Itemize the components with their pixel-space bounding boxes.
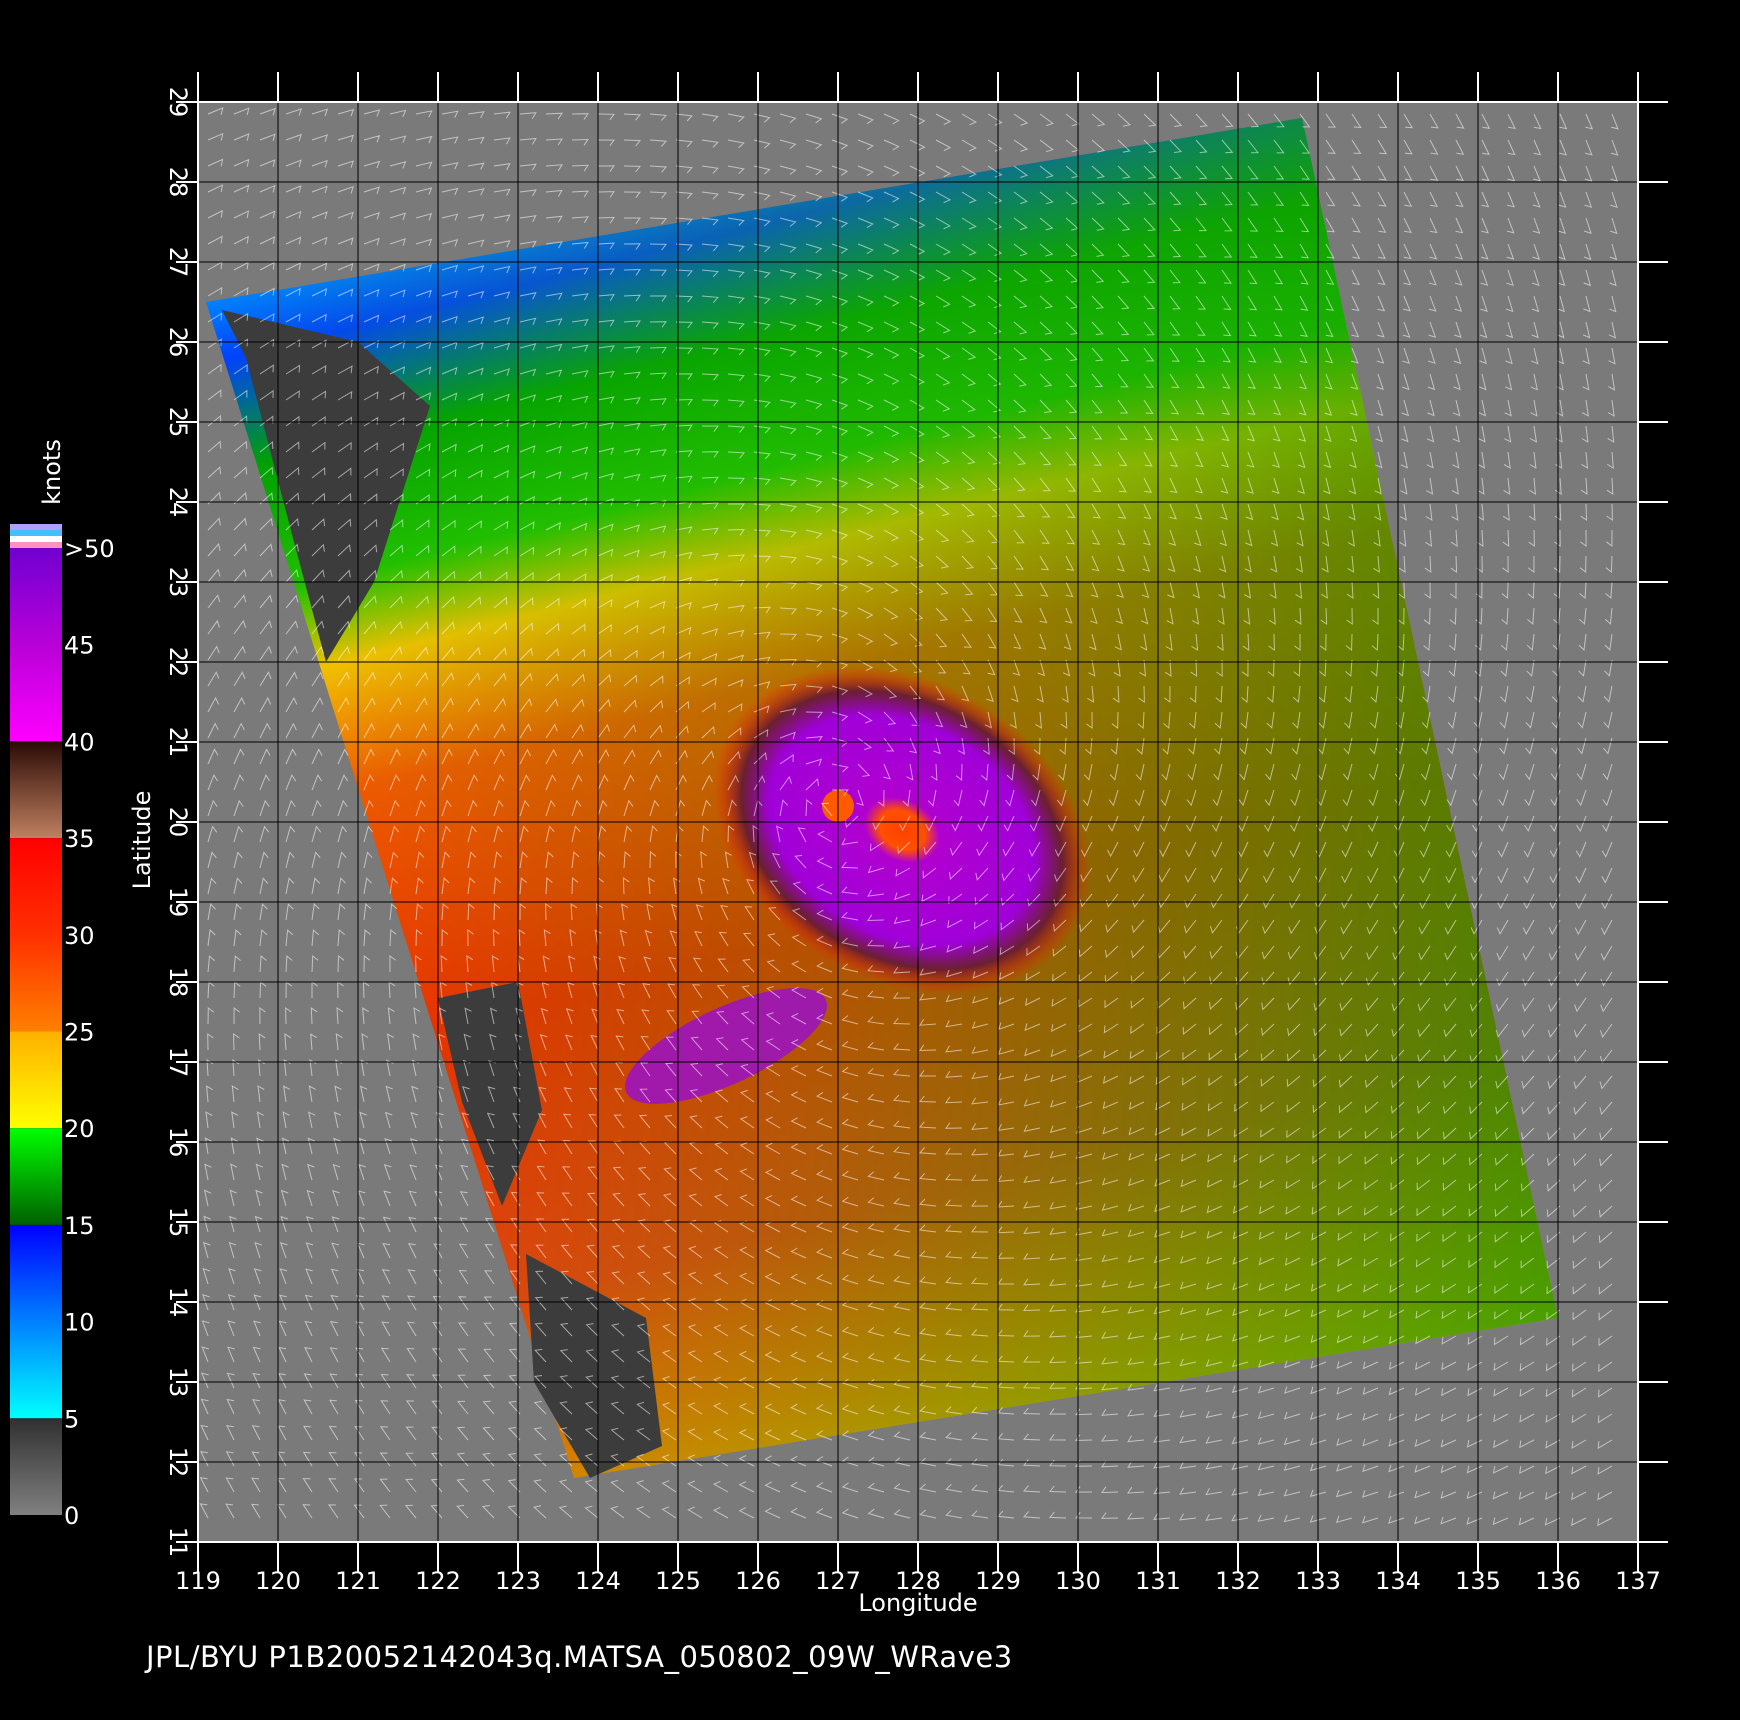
colorbar: >50 45 40 35 30 25 20 15 10 5 0 knots xyxy=(10,439,115,1530)
colorbar-segment xyxy=(10,1224,62,1419)
colorbar-segment xyxy=(10,741,62,839)
lon-tick-label: 136 xyxy=(1535,1567,1581,1595)
lon-tick-label: 119 xyxy=(175,1567,221,1595)
colorbar-segment xyxy=(10,1031,62,1129)
lon-tick-label: 135 xyxy=(1455,1567,1501,1595)
colorbar-label: 5 xyxy=(64,1405,79,1433)
lat-tick-label: 21 xyxy=(164,727,192,758)
colorbar-label: 40 xyxy=(64,728,95,756)
lon-tick-label: 129 xyxy=(975,1567,1021,1595)
lat-tick-label: 14 xyxy=(164,1287,192,1318)
land-area xyxy=(222,310,430,662)
colorbar-label: 35 xyxy=(64,825,95,853)
colorbar-segment xyxy=(10,1418,62,1515)
colorbar-label: 30 xyxy=(64,922,95,950)
colorbar-label: 20 xyxy=(64,1115,95,1143)
x-axis-label: Longitude xyxy=(858,1589,977,1617)
lat-tick-label: 23 xyxy=(164,567,192,598)
lon-tick-label: 131 xyxy=(1135,1567,1181,1595)
lon-tick-label: 134 xyxy=(1375,1567,1421,1595)
lon-tick-label: 137 xyxy=(1615,1567,1661,1595)
footer-caption: JPL/BYU P1B20052142043q.MATSA_050802_09W… xyxy=(146,1640,1013,1674)
lon-tick-label: 125 xyxy=(655,1567,701,1595)
colorbar-label: 25 xyxy=(64,1019,95,1047)
lon-tick-label: 133 xyxy=(1295,1567,1341,1595)
lat-tick-label: 29 xyxy=(164,87,192,118)
colorbar-label: 15 xyxy=(64,1212,95,1240)
y-axis-label: Latitude xyxy=(128,791,156,890)
lon-tick-label: 130 xyxy=(1055,1567,1101,1595)
colorbar-segment xyxy=(10,1128,62,1225)
lon-tick-label: 124 xyxy=(575,1567,621,1595)
lat-tick-label: 28 xyxy=(164,167,192,198)
lat-tick-label: 26 xyxy=(164,327,192,358)
colorbar-segment xyxy=(10,548,62,742)
colorbar-label: 0 xyxy=(64,1502,79,1530)
colorbar-label: >50 xyxy=(64,535,115,563)
lat-tick-label: 16 xyxy=(164,1127,192,1158)
lat-tick-label: 12 xyxy=(164,1447,192,1478)
lat-tick-label: 24 xyxy=(164,487,192,518)
lat-tick-label: 15 xyxy=(164,1207,192,1238)
colorbar-top-stripe xyxy=(10,530,62,536)
lon-tick-label: 128 xyxy=(895,1567,941,1595)
colorbar-top-stripe xyxy=(10,524,62,530)
lon-tick-label: 126 xyxy=(735,1567,781,1595)
lon-tick-label: 120 xyxy=(255,1567,301,1595)
colorbar-segment xyxy=(10,838,62,1032)
lat-tick-label: 27 xyxy=(164,247,192,278)
lon-tick-label: 123 xyxy=(495,1567,541,1595)
lon-tick-label: 121 xyxy=(335,1567,381,1595)
lat-tick-label: 25 xyxy=(164,407,192,438)
lon-tick-label: 122 xyxy=(415,1567,461,1595)
lat-tick-label: 18 xyxy=(164,967,192,998)
lat-tick-label: 11 xyxy=(164,1527,192,1558)
lat-lon-grid xyxy=(198,102,1638,1542)
lat-tick-label: 19 xyxy=(164,887,192,918)
lon-tick-label: 132 xyxy=(1215,1567,1261,1595)
wind-swath xyxy=(206,118,1558,1478)
latitude-ticks: 11 12 13 14 15 16 17 18 19 20 21 22 23 24 25 26 27 28 29 xyxy=(164,87,1668,1558)
lat-tick-label: 13 xyxy=(164,1367,192,1398)
lon-tick-label: 127 xyxy=(815,1567,861,1595)
colorbar-top-stripe xyxy=(10,542,62,548)
lat-tick-label: 22 xyxy=(164,647,192,678)
lat-tick-label: 17 xyxy=(164,1047,192,1078)
colorbar-unit: knots xyxy=(38,439,66,505)
land-area xyxy=(526,1254,662,1478)
colorbar-top-stripe xyxy=(10,536,62,542)
colorbar-label: 45 xyxy=(64,632,95,660)
colorbar-label: 10 xyxy=(64,1309,95,1337)
lat-tick-label: 20 xyxy=(164,807,192,838)
longitude-ticks: 119 120 121 122 123 124 125 126 127 128 129 130 131 1… xyxy=(175,72,1661,1595)
